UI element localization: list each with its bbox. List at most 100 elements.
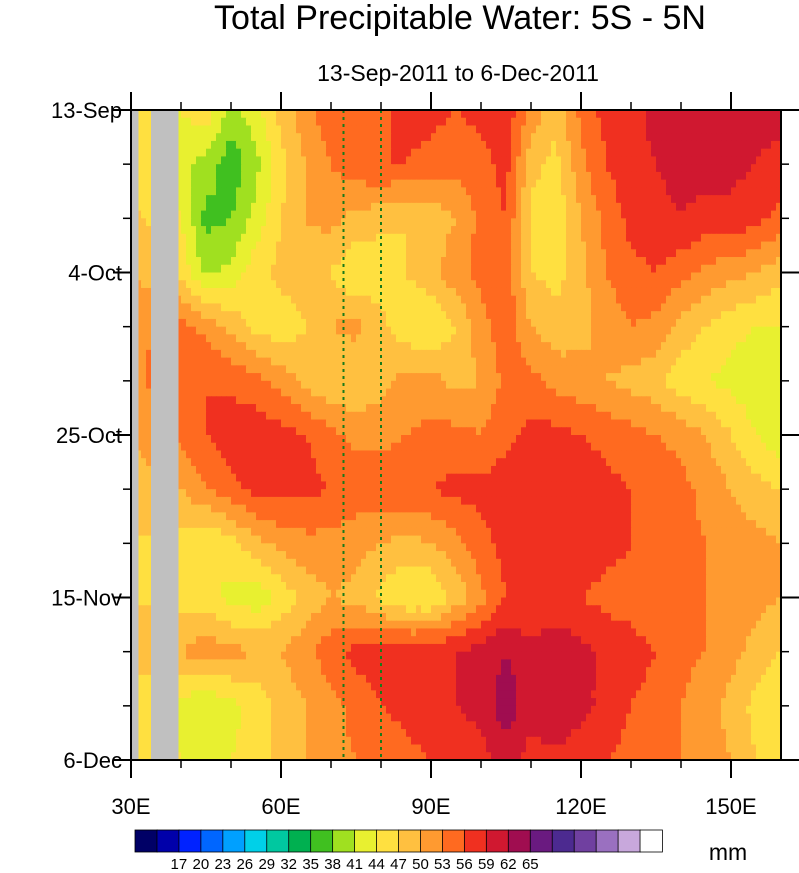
heatmap-cell: [281, 295, 287, 305]
heatmap-cell: [771, 318, 777, 328]
heatmap-cell: [286, 117, 292, 127]
heatmap-cell: [611, 365, 617, 374]
heatmap-cell: [701, 249, 707, 258]
heatmap-cell: [456, 295, 462, 305]
heatmap-cell: [296, 318, 302, 328]
heatmap-cell: [516, 171, 522, 181]
heatmap-cell: [756, 388, 762, 397]
heatmap-cell: [221, 287, 227, 297]
heatmap-cell: [751, 156, 757, 165]
heatmap-cell: [561, 349, 567, 359]
heatmap-cell: [266, 280, 272, 289]
heatmap-cell: [526, 218, 532, 227]
heatmap-cell: [631, 171, 637, 181]
heatmap-cell: [426, 171, 432, 181]
heatmap-cell: [756, 326, 762, 336]
heatmap-cell: [586, 233, 592, 243]
heatmap-cell: [236, 110, 242, 119]
heatmap-cell: [286, 396, 292, 405]
heatmap-cell: [496, 357, 502, 366]
heatmap-cell: [201, 373, 207, 382]
heatmap-cell: [351, 280, 357, 289]
heatmap-cell: [481, 140, 487, 150]
heatmap-cell: [436, 373, 442, 382]
heatmap-cell: [486, 140, 492, 150]
heatmap-cell: [301, 110, 307, 119]
heatmap-cell: [766, 388, 772, 397]
heatmap-cell: [401, 226, 407, 235]
heatmap-cell: [176, 303, 182, 312]
heatmap-cell: [776, 334, 782, 343]
heatmap-cell: [406, 187, 412, 196]
heatmap-cell: [176, 272, 182, 281]
heatmap-cell: [471, 241, 477, 250]
heatmap-cell: [761, 249, 767, 258]
heatmap-cell: [556, 110, 562, 119]
heatmap-cell: [336, 264, 342, 274]
heatmap-cell: [446, 140, 452, 150]
heatmap-cell: [496, 365, 502, 374]
heatmap-cell: [201, 326, 207, 336]
heatmap-cell: [496, 233, 502, 243]
heatmap-cell: [146, 295, 152, 305]
heatmap-cell: [611, 218, 617, 227]
heatmap-cell: [691, 148, 697, 158]
heatmap-cell: [716, 133, 722, 142]
heatmap-cell: [571, 388, 577, 397]
heatmap-cell: [196, 318, 202, 328]
heatmap-cell: [226, 249, 232, 258]
heatmap-cell: [466, 318, 472, 328]
heatmap-cell: [181, 295, 187, 305]
heatmap-cell: [226, 257, 232, 266]
heatmap-cell: [641, 365, 647, 374]
heatmap-cell: [146, 357, 152, 366]
heatmap-cell: [421, 202, 427, 212]
heatmap-cell: [461, 396, 467, 405]
heatmap-cell: [771, 295, 777, 305]
heatmap-cell: [346, 334, 352, 343]
heatmap-cell: [471, 311, 477, 320]
heatmap-cell: [516, 202, 522, 212]
heatmap-cell: [756, 202, 762, 212]
heatmap-cell: [551, 179, 557, 188]
heatmap-cell: [566, 342, 572, 351]
heatmap-cell: [456, 249, 462, 258]
heatmap-cell: [506, 140, 512, 150]
heatmap-cell: [261, 357, 267, 366]
heatmap-cell: [756, 117, 762, 127]
heatmap-cell: [741, 380, 747, 390]
heatmap-cell: [301, 373, 307, 382]
heatmap-cell: [711, 117, 717, 127]
heatmap-cell: [561, 318, 567, 328]
heatmap-cell: [636, 257, 642, 266]
heatmap-cell: [176, 125, 182, 134]
heatmap-cell: [446, 233, 452, 243]
heatmap-cell: [561, 380, 567, 390]
heatmap-cell: [236, 318, 242, 328]
heatmap-cell: [586, 380, 592, 390]
heatmap-cell: [776, 125, 782, 134]
heatmap-cell: [301, 249, 307, 258]
heatmap-cell: [731, 164, 737, 173]
heatmap-cell: [306, 187, 312, 196]
heatmap-cell: [706, 388, 712, 397]
heatmap-cell: [311, 110, 317, 119]
heatmap-cell: [586, 311, 592, 320]
heatmap-cell: [356, 342, 362, 351]
heatmap-cell: [221, 303, 227, 312]
heatmap-cell: [681, 380, 687, 390]
heatmap-cell: [466, 241, 472, 250]
heatmap-cell: [216, 164, 222, 173]
heatmap-cell: [276, 249, 282, 258]
heatmap-cell: [621, 326, 627, 336]
heatmap-cell: [286, 140, 292, 150]
heatmap-cell: [526, 187, 532, 196]
heatmap-cell: [666, 249, 672, 258]
heatmap-cell: [276, 241, 282, 250]
heatmap-cell: [521, 365, 527, 374]
heatmap-cell: [481, 365, 487, 374]
heatmap-cell: [491, 202, 497, 212]
heatmap-cell: [751, 272, 757, 281]
heatmap-cell: [381, 133, 387, 142]
heatmap-cell: [191, 357, 197, 366]
